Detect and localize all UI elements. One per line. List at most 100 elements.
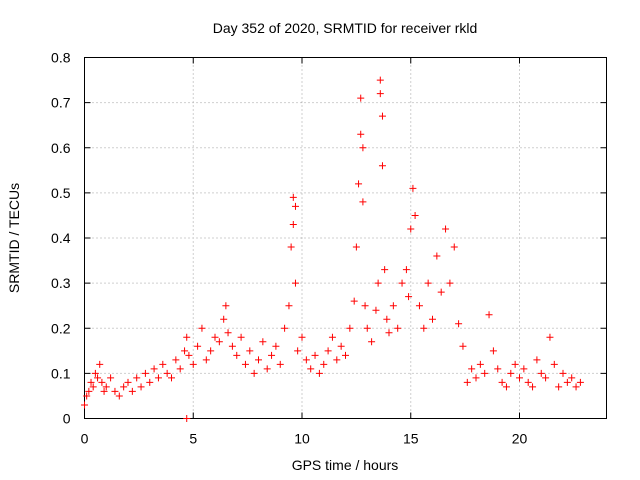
data-point — [315, 369, 323, 377]
data-point — [568, 374, 576, 382]
data-point — [507, 369, 515, 377]
data-point — [502, 383, 510, 391]
data-point — [524, 378, 532, 386]
data-point — [516, 374, 523, 382]
data-point — [411, 211, 419, 219]
data-point — [429, 315, 436, 323]
data-point — [559, 369, 567, 377]
data-point — [263, 365, 271, 373]
data-point — [268, 351, 276, 359]
data-point — [107, 374, 115, 382]
data-point — [550, 360, 558, 368]
data-point — [368, 338, 376, 346]
data-point — [289, 193, 297, 201]
data-point — [494, 365, 502, 373]
y-tick-label: 0.2 — [51, 320, 71, 336]
data-point — [405, 293, 413, 301]
data-point — [287, 243, 295, 251]
data-point — [215, 338, 223, 346]
data-point — [402, 266, 410, 274]
data-point — [459, 342, 467, 350]
y-tick-label: 0.5 — [51, 185, 71, 201]
data-point — [133, 374, 141, 382]
data-point — [241, 360, 249, 368]
data-point — [124, 378, 132, 386]
data-point — [476, 360, 484, 368]
data-point — [291, 202, 299, 210]
data-point — [194, 342, 202, 350]
data-point — [281, 324, 289, 332]
data-point — [485, 311, 493, 319]
data-point — [542, 374, 550, 382]
data-point — [183, 415, 191, 422]
data-point — [207, 347, 215, 355]
data-point — [442, 225, 450, 233]
data-point — [285, 302, 293, 310]
x-tick-label: 15 — [403, 431, 419, 447]
data-point — [163, 369, 171, 377]
data-point — [272, 342, 280, 350]
y-tick-label: 0.6 — [51, 140, 71, 156]
data-point — [450, 243, 458, 251]
data-point — [346, 324, 354, 332]
data-point — [220, 315, 228, 323]
x-tick-label: 20 — [512, 431, 528, 447]
data-point — [100, 387, 108, 395]
data-point — [355, 180, 363, 188]
data-point — [137, 383, 145, 391]
data-point — [307, 365, 315, 373]
data-point — [320, 360, 328, 368]
data-point — [222, 302, 230, 310]
y-axis-label: SRMTID / TECUs — [6, 183, 22, 293]
data-point — [120, 383, 128, 391]
y-tick-label: 0.4 — [51, 230, 71, 246]
data-point — [154, 374, 162, 382]
x-tick-label: 10 — [294, 431, 310, 447]
data-point — [376, 90, 384, 98]
data-point — [298, 333, 306, 341]
data-point — [357, 94, 365, 102]
data-point — [481, 369, 489, 377]
data-point — [383, 315, 391, 323]
data-point — [87, 378, 95, 386]
data-point — [333, 356, 341, 364]
y-tick-label: 0.8 — [51, 50, 71, 66]
data-point — [363, 324, 371, 332]
data-point — [91, 369, 99, 377]
x-tick-label: 5 — [189, 431, 197, 447]
data-point — [337, 342, 345, 350]
data-point — [409, 184, 417, 192]
data-point — [85, 387, 93, 395]
data-point — [176, 365, 184, 373]
data-point — [572, 383, 580, 391]
data-point — [141, 369, 149, 377]
data-point — [407, 225, 415, 233]
data-point — [183, 333, 191, 341]
data-point — [159, 360, 167, 368]
data-point — [520, 365, 528, 373]
data-point — [89, 383, 97, 391]
data-point — [398, 279, 406, 287]
data-point — [185, 351, 193, 359]
data-point — [259, 338, 267, 346]
data-point — [291, 279, 299, 287]
data-point — [328, 333, 336, 341]
data-point — [533, 356, 541, 364]
data-point — [98, 378, 106, 386]
y-tick-label: 0.1 — [51, 365, 71, 381]
data-point — [389, 302, 397, 310]
data-point — [463, 378, 471, 386]
data-point — [81, 401, 88, 409]
data-point — [233, 351, 241, 359]
x-axis-label: GPS time / hours — [292, 457, 399, 473]
y-tick-label: 0.3 — [51, 275, 71, 291]
data-point — [181, 347, 189, 355]
data-point — [228, 342, 236, 350]
data-point — [128, 387, 136, 395]
data-point — [381, 266, 389, 274]
data-point — [376, 76, 384, 84]
data-point — [352, 243, 360, 251]
axis-ticks — [84, 57, 607, 419]
data-point — [415, 302, 423, 310]
data-point — [374, 279, 382, 287]
